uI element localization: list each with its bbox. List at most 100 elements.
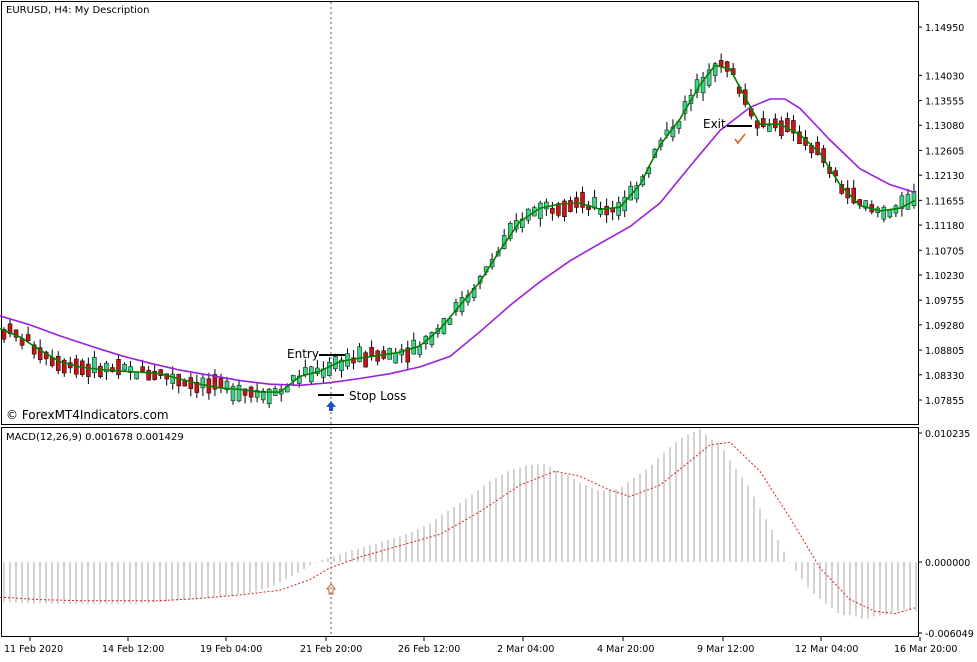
candle-body	[266, 388, 272, 404]
candle-body	[881, 206, 887, 220]
candle-body	[863, 200, 869, 209]
entry-label: Entry	[287, 347, 319, 361]
candle-body	[767, 125, 772, 132]
candle-body	[634, 185, 640, 200]
candle-body	[260, 390, 266, 401]
x-tick-label: 16 Mar 20:00	[894, 644, 957, 655]
candle-body	[393, 352, 398, 364]
candle-body	[905, 194, 911, 210]
candle-body	[236, 384, 242, 402]
candle-body	[598, 208, 603, 215]
price-y-tick-label: 1.11180	[925, 221, 964, 232]
candle-body	[851, 187, 856, 204]
fast-ma-line	[0, 64, 916, 393]
price-y-tick-label: 1.13555	[925, 97, 964, 108]
candle-body	[92, 357, 97, 373]
candle-body	[170, 373, 175, 384]
candle-body	[200, 377, 206, 389]
candle-body	[7, 323, 13, 335]
macd-signal-line	[0, 441, 916, 615]
price-y-tick-label: 1.13080	[925, 121, 964, 132]
x-tick-label: 12 Mar 04:00	[795, 644, 858, 655]
stop-loss-label: Stop Loss	[349, 389, 406, 403]
candle-body	[98, 365, 103, 377]
price-y-tick-label: 1.10705	[925, 246, 964, 257]
x-tick-label: 11 Feb 2020	[4, 644, 63, 655]
chart-title: EURUSD, H4: My Description	[6, 5, 149, 16]
candle-body	[785, 117, 790, 132]
candle-body	[1, 329, 7, 340]
candle-body	[887, 209, 893, 218]
x-tick-label: 21 Feb 20:00	[300, 644, 362, 655]
price-y-tick-label: 1.07855	[925, 396, 964, 407]
candle-body	[152, 371, 157, 380]
candle-body	[652, 149, 658, 158]
candle-body	[62, 359, 67, 374]
candle-body	[104, 362, 109, 373]
candle-body	[712, 63, 718, 76]
candle-body	[248, 386, 254, 398]
candle-body	[700, 77, 706, 94]
macd-y-tick-label: -0.006049	[925, 629, 974, 640]
x-tick-label: 19 Feb 04:00	[200, 644, 262, 655]
candle-body	[791, 120, 796, 134]
macd-y-tick-label: 0.010235	[925, 429, 970, 440]
price-y-tick-label: 1.08805	[925, 346, 964, 357]
macd-up-arrow-icon	[325, 583, 337, 595]
candle-body	[140, 366, 145, 372]
price-y-tick-label: 1.14950	[925, 23, 964, 34]
candle-body	[116, 358, 121, 376]
x-tick-label: 2 Mar 04:00	[497, 644, 554, 655]
candle-body	[134, 371, 139, 380]
candle-body	[339, 359, 344, 371]
candle-body	[182, 380, 188, 387]
candle-body	[538, 202, 543, 219]
buy-arrow-icon	[326, 401, 336, 411]
candle-body	[562, 200, 567, 217]
candle-body	[158, 369, 163, 376]
candle-body	[568, 200, 573, 212]
candle-body	[773, 118, 778, 129]
price-y-tick-label: 1.08330	[925, 371, 964, 382]
candle-body	[911, 191, 917, 207]
candle-body	[417, 346, 423, 355]
price-y-tick-label: 1.10230	[925, 271, 964, 282]
price-y-tick-label: 1.12605	[925, 146, 964, 157]
candle-body	[357, 346, 362, 362]
candle-body	[369, 347, 374, 356]
candle-body	[31, 344, 37, 355]
candle-body	[604, 205, 609, 216]
candle-body	[212, 374, 218, 390]
candle-body	[242, 388, 248, 396]
candle-body	[580, 191, 585, 208]
price-y-tick-label: 1.09280	[925, 321, 964, 332]
candle-body	[188, 377, 194, 389]
exit-annotation: Exit	[703, 117, 752, 145]
candle-body	[128, 366, 133, 373]
candle-body	[122, 364, 127, 371]
candle-body	[327, 362, 332, 376]
exit-label: Exit	[703, 117, 726, 131]
x-tick-label: 4 Mar 20:00	[597, 644, 654, 655]
candle-body	[224, 380, 230, 391]
price-y-tick-label: 1.14030	[925, 71, 964, 82]
candle-body	[718, 60, 724, 67]
candle-body	[146, 369, 151, 381]
candle-body	[351, 357, 356, 364]
candle-body	[706, 69, 712, 86]
candle-body	[779, 120, 784, 136]
slow-ma-line	[0, 98, 916, 387]
candle-body	[724, 61, 730, 72]
candle-body	[550, 207, 555, 214]
candle-body	[761, 118, 766, 127]
x-tick-label: 9 Mar 12:00	[697, 644, 754, 655]
candle-body	[363, 352, 368, 368]
candle-body	[254, 390, 260, 398]
price-y-tick-label: 1.12130	[925, 171, 964, 182]
candle-body	[797, 131, 802, 144]
candle-body	[899, 195, 905, 209]
price-y-tick-label: 1.09755	[925, 296, 964, 307]
macd-y-tick-label: 0.000000	[925, 558, 970, 569]
